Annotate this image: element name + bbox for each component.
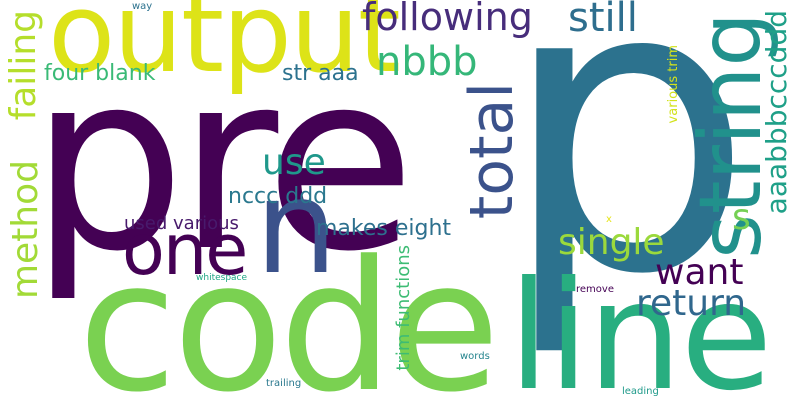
word-following: following [362,0,533,39]
word-method: method [5,160,46,300]
word-pre: pre [30,20,416,305]
word-way: way [132,1,153,12]
word-nccc-ddd: nccc ddd [228,184,328,209]
word-used-various: used various [124,213,239,234]
word-single: single [558,222,665,263]
word-total: total [457,82,527,220]
word-output: output [48,0,401,97]
word-one: one [122,209,248,291]
word-aaabbbcccddd: aaabbbcccddd [760,10,793,215]
word-leading: leading [622,386,659,397]
word-line: line [508,250,773,400]
word-whitespace: whitespace [196,273,248,283]
word-return: return [636,283,747,324]
word-n: n [255,151,338,303]
word-words: words [460,351,490,362]
word-failing: failing [3,10,44,121]
word-code: code [78,223,500,400]
word-trailing: trailing [266,378,302,389]
word-remove: remove [576,284,614,295]
word-various-trim: various trim [666,45,681,124]
word-p: p [500,0,754,362]
word-str-aaa: str aaa [282,61,359,86]
word-makes-eight: makes eight [316,216,452,241]
word-trim-functions: trim functions [393,245,414,371]
word-use: use [262,142,326,183]
word-x: x [606,214,612,225]
word-want: want [655,252,744,293]
word-four-blank: four blank [44,61,156,86]
word-s: s [732,197,751,238]
word-still: still [568,0,638,41]
word-nbbb: nbbb [376,39,478,85]
